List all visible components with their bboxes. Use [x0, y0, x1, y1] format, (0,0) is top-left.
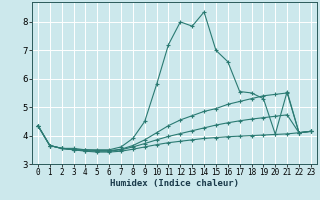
X-axis label: Humidex (Indice chaleur): Humidex (Indice chaleur): [110, 179, 239, 188]
